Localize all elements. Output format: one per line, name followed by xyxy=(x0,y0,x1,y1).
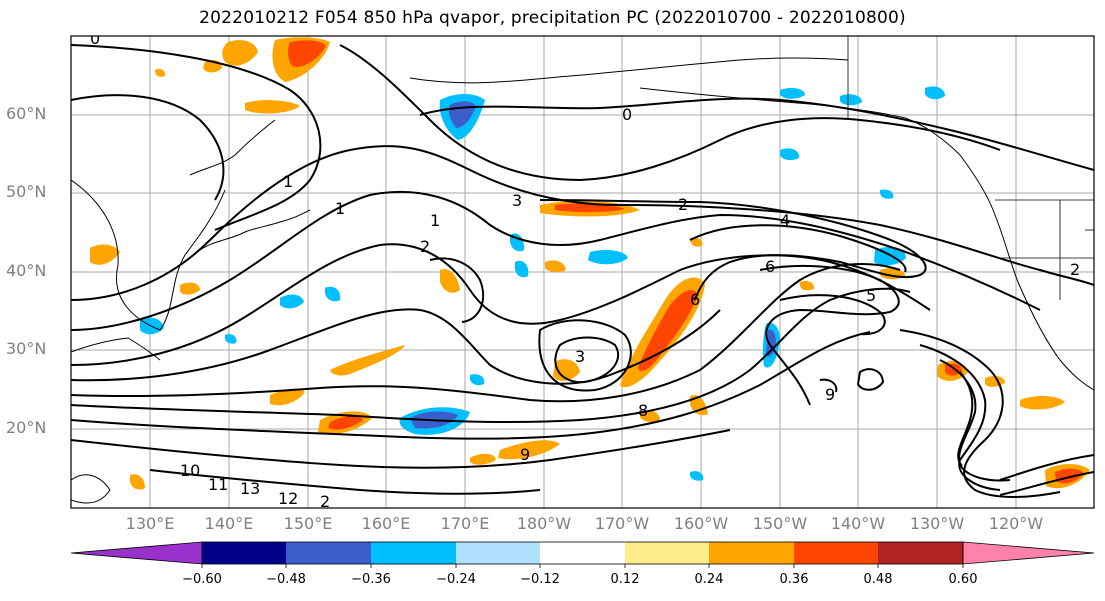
chart-title: 2022010212 F054 850 hPa qvapor, precipit… xyxy=(199,8,906,28)
lon-label: 150°E xyxy=(283,514,333,533)
contour-label: 6 xyxy=(765,257,775,276)
contour-label: 2 xyxy=(320,492,330,511)
colorbar-tick-label: 0.12 xyxy=(610,572,640,587)
colorbar-extend-high xyxy=(962,541,1095,565)
lon-label: 150°W xyxy=(752,514,808,533)
lon-label: 170°W xyxy=(594,514,650,533)
colorbar-segment xyxy=(794,542,878,564)
contour-label: 1 xyxy=(430,211,440,230)
colorbar-segment xyxy=(625,542,709,564)
contour-label: 11 xyxy=(208,475,228,494)
contour-label: 2 xyxy=(678,195,688,214)
colorbar-segment xyxy=(878,542,963,564)
colorbar-tick-label: 0.36 xyxy=(779,572,809,587)
contour-label: 12 xyxy=(278,489,298,508)
contour-label: 8 xyxy=(638,401,648,420)
colorbar-tick-label: −0.48 xyxy=(266,572,306,587)
colorbar-tick-label: −0.24 xyxy=(436,572,476,587)
lon-label: 140°E xyxy=(204,514,254,533)
lat-label: 20°N xyxy=(6,418,47,437)
contour-label: 5 xyxy=(866,286,876,305)
contour-labels: 0 1 1 2 2 3 3 4 5 6 6 8 9 9 10 11 13 12 … xyxy=(90,29,1080,511)
contour-label: 4 xyxy=(780,211,790,230)
colorbar-segment xyxy=(202,542,286,564)
lat-label: 30°N xyxy=(6,339,47,358)
contour-label: 3 xyxy=(575,347,585,366)
lat-label: 40°N xyxy=(6,261,47,280)
contour-label: 9 xyxy=(520,445,530,464)
lon-label: 170°E xyxy=(440,514,490,533)
colorbar-tick-label: 0.60 xyxy=(948,572,978,587)
colorbar-tick-label: 0.24 xyxy=(694,572,724,587)
lat-label: 50°N xyxy=(6,182,47,201)
lon-label: 160°W xyxy=(673,514,729,533)
contour-label: 1 xyxy=(335,199,345,218)
contour-label: 0 xyxy=(622,105,632,124)
colorbar-segment xyxy=(456,542,540,564)
lon-label: 180°W xyxy=(516,514,572,533)
colorbar-tick-label: −0.60 xyxy=(182,572,222,587)
qvapor-contours xyxy=(71,44,1094,498)
lon-label: 130°W xyxy=(909,514,965,533)
contour-label: 9 xyxy=(825,385,835,404)
contour-label: 2 xyxy=(420,237,430,256)
lon-label: 140°W xyxy=(830,514,886,533)
contour-label: 6 xyxy=(690,290,700,309)
lon-label: 130°E xyxy=(125,514,175,533)
colorbar-segment xyxy=(371,542,456,564)
map-frame xyxy=(70,35,1095,509)
contour-label: 1 xyxy=(283,172,293,191)
colorbar-tick-label: 0.48 xyxy=(863,572,893,587)
colorbar-tick-label: −0.36 xyxy=(351,572,391,587)
contour-label: 13 xyxy=(240,479,260,498)
contour-label: 2 xyxy=(1070,260,1080,279)
contour-label: 10 xyxy=(180,461,200,480)
map-content: 0 1 1 2 2 3 3 4 5 6 6 8 9 9 10 11 13 12 … xyxy=(71,29,1094,511)
colorbar-segment xyxy=(286,542,371,564)
lat-label: 60°N xyxy=(6,104,47,123)
lon-label: 160°E xyxy=(361,514,411,533)
lon-label: 120°W xyxy=(988,514,1044,533)
colorbar xyxy=(70,541,1095,568)
colorbar-segment xyxy=(540,542,625,564)
contour-label: 3 xyxy=(512,191,522,210)
coastlines xyxy=(71,36,1094,504)
contour-label: 0 xyxy=(90,29,100,48)
colorbar-tick-label: −0.12 xyxy=(520,572,560,587)
colorbar-extend-low xyxy=(70,541,203,565)
colorbar-segment xyxy=(709,542,794,564)
